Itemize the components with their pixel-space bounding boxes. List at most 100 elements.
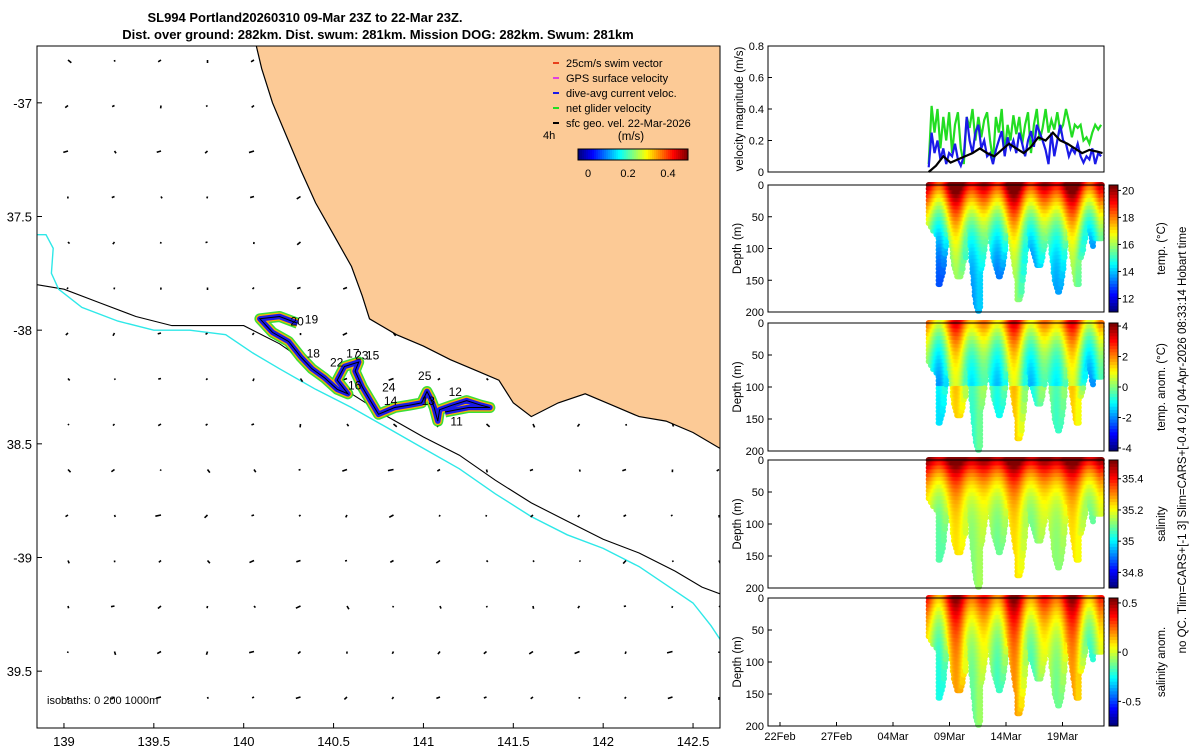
current-arrow (252, 378, 255, 382)
depth-tick-label: 50 (752, 212, 764, 224)
current-arrow (66, 287, 69, 290)
colorbar-cell (626, 149, 629, 160)
current-arrow (67, 468, 72, 473)
current-arrow (622, 468, 627, 472)
colorbar-cell (1109, 283, 1118, 288)
colorbar-cell (1109, 280, 1118, 284)
current-arrow (485, 423, 491, 428)
colorbar-cell (596, 149, 599, 160)
title-line-2: Dist. over ground: 282km. Dist. swum: 28… (122, 27, 634, 42)
colorbar-cell (606, 149, 609, 160)
section-sample (982, 377, 989, 384)
current-arrow (346, 605, 350, 610)
colorbar-cell (1109, 254, 1118, 259)
colorbar-cell (642, 149, 645, 160)
colorbar-cell (632, 149, 635, 160)
section-sample (1061, 254, 1068, 261)
colorbar-cell (594, 149, 597, 160)
current-arrow (296, 195, 301, 200)
current-arrow (624, 696, 627, 700)
colorbar-cell (672, 149, 675, 160)
current-arrow (67, 59, 72, 64)
current-arrow (65, 332, 69, 336)
colorbar-cell (584, 149, 587, 160)
colorbar-cell (1109, 248, 1118, 253)
colorbar-cell (602, 149, 605, 160)
colorbar-cell (610, 149, 613, 160)
section-sample (1022, 258, 1029, 265)
current-arrow (205, 241, 208, 244)
current-arrow (667, 696, 673, 700)
current-arrow (345, 514, 348, 518)
current-arrow (253, 605, 257, 609)
waypoint-label: 14 (384, 394, 398, 408)
glider-track (254, 311, 496, 427)
current-arrow (248, 150, 255, 154)
current-vectors (63, 59, 720, 701)
colorbar-cell (608, 149, 611, 160)
velocity-tick-label: 0.4 (749, 104, 764, 116)
colorbar-cell (592, 149, 595, 160)
waypoint-label: 17 (346, 346, 360, 360)
section-sample (942, 389, 949, 396)
current-arrow (485, 469, 489, 473)
current-arrow (391, 651, 395, 655)
colorbar-cell (1109, 207, 1118, 211)
colorbar-cell (1109, 273, 1118, 278)
colorbar-cell (634, 149, 637, 160)
colorbar-cell (1109, 219, 1118, 224)
current-arrow (670, 514, 673, 517)
current-arrow (436, 468, 441, 472)
current-arrow (346, 423, 350, 427)
current-arrow (113, 651, 117, 656)
colorbar-cell (616, 149, 619, 160)
current-arrow (485, 514, 488, 517)
colorbar-cell (620, 149, 623, 160)
section-sample (1075, 281, 1082, 288)
isobath-200m (37, 284, 720, 595)
colorbar-cell (638, 149, 641, 160)
current-arrow (248, 650, 255, 654)
section-sample (1059, 273, 1066, 280)
colorbar-cell (650, 149, 653, 160)
colorbar-cell (674, 149, 677, 160)
section-sample (943, 381, 950, 388)
waypoint-label: 18 (307, 346, 321, 360)
section-sample (980, 393, 987, 399)
current-arrow (67, 377, 71, 381)
current-arrow (342, 286, 348, 290)
y-tick-label: 38.5 (7, 437, 32, 452)
section-sample (962, 393, 969, 399)
depth-tick-label: 100 (746, 244, 764, 256)
current-arrow (205, 651, 209, 655)
velocity-ylabel: velocity magnitude (m/s) (734, 47, 746, 172)
colorbar-cell (1109, 194, 1118, 199)
current-arrow (298, 468, 301, 471)
colorbar-cell (578, 149, 581, 160)
interval-label: 4h (543, 130, 555, 142)
colorbar-cell (1109, 185, 1118, 189)
section-sample (941, 262, 947, 268)
colorbar-cell (588, 149, 591, 160)
section-sample (979, 400, 986, 407)
colorbar-cell (1109, 296, 1118, 300)
y-tick-label: 39.5 (7, 664, 32, 679)
current-arrow (716, 468, 720, 472)
current-arrow (530, 514, 534, 518)
current-arrow (251, 423, 255, 426)
current-arrow (67, 241, 71, 245)
colorbar-cell (1109, 213, 1118, 218)
colorbar-title: (m/s) (618, 131, 644, 143)
section-sample (959, 265, 966, 272)
colorbar-cell (1109, 200, 1118, 205)
current-arrow (157, 423, 162, 427)
current-arrow (251, 332, 255, 336)
colorbar-cell (1109, 292, 1118, 297)
colorbar-cell (624, 149, 627, 160)
section-sample (979, 262, 986, 268)
current-arrow (205, 423, 208, 427)
x-tick-label: 139.5 (138, 734, 171, 749)
velocity-tick-label: 0.8 (749, 41, 764, 53)
